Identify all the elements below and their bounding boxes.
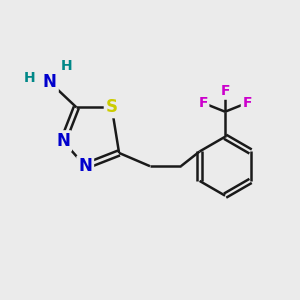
- Text: N: N: [78, 157, 92, 175]
- Text: N: N: [56, 132, 70, 150]
- Text: H: H: [23, 71, 35, 85]
- Text: F: F: [242, 96, 252, 110]
- Text: F: F: [198, 96, 208, 110]
- Text: F: F: [220, 84, 230, 98]
- Text: S: S: [106, 98, 118, 116]
- Text: H: H: [60, 59, 72, 73]
- Text: N: N: [43, 73, 57, 91]
